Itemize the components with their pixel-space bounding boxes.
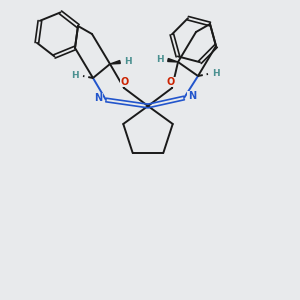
Text: N: N	[188, 91, 196, 101]
Text: O: O	[167, 77, 175, 87]
Polygon shape	[110, 61, 120, 64]
Text: H: H	[156, 55, 164, 64]
Polygon shape	[168, 58, 178, 62]
Text: H: H	[212, 68, 220, 77]
Text: H: H	[124, 56, 132, 65]
Text: N: N	[94, 93, 102, 103]
Text: O: O	[121, 77, 129, 87]
Text: H: H	[71, 70, 79, 80]
